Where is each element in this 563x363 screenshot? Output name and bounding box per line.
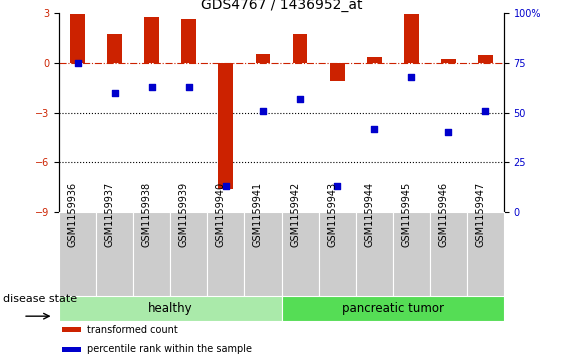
Bar [319,212,356,296]
Bar [282,296,504,321]
Bar [171,212,207,296]
Point [73,60,82,65]
Point [444,130,453,135]
Bar [441,59,455,62]
Bar [181,19,196,62]
Text: GSM1159944: GSM1159944 [364,182,374,248]
Text: GSM1159940: GSM1159940 [216,182,226,248]
Bar [218,62,233,189]
Point [333,184,342,189]
Bar [430,212,467,296]
Bar [367,57,382,62]
Bar [393,212,430,296]
Bar [96,212,133,296]
Bar [256,54,270,62]
Text: GSM1159945: GSM1159945 [401,182,411,248]
Point [370,126,379,131]
Bar [70,13,85,62]
Point [184,83,193,89]
Point [148,83,157,89]
Text: percentile rank within the sample: percentile rank within the sample [87,344,252,354]
Bar [293,33,307,62]
Bar [133,212,171,296]
Text: disease state: disease state [3,294,77,305]
Bar [59,212,96,296]
Text: GSM1159938: GSM1159938 [142,182,152,248]
Point [406,74,415,79]
Bar [207,212,244,296]
Point [258,107,267,113]
Point [296,96,305,102]
Bar [244,212,282,296]
Text: GSM1159946: GSM1159946 [438,182,448,248]
Bar [478,55,493,62]
Text: healthy: healthy [148,302,193,315]
Bar [356,212,393,296]
Text: GSM1159943: GSM1159943 [327,182,337,248]
Bar [404,13,419,62]
Bar [282,212,319,296]
Point [481,107,490,113]
Text: GSM1159941: GSM1159941 [253,182,263,248]
Bar [467,212,504,296]
Text: GSM1159947: GSM1159947 [475,182,485,248]
Title: GDS4767 / 1436952_at: GDS4767 / 1436952_at [201,0,362,12]
Text: transformed count: transformed count [87,325,178,335]
Point [110,90,119,95]
Bar [144,17,159,62]
Text: GSM1159939: GSM1159939 [179,182,189,248]
Point [221,184,230,189]
Bar [62,327,81,332]
Text: GSM1159937: GSM1159937 [105,182,115,248]
Bar [62,347,81,352]
Bar [108,34,122,62]
Bar [330,62,345,81]
Text: GSM1159936: GSM1159936 [68,182,78,248]
Bar [59,296,282,321]
Text: pancreatic tumor: pancreatic tumor [342,302,444,315]
Text: GSM1159942: GSM1159942 [290,182,300,248]
